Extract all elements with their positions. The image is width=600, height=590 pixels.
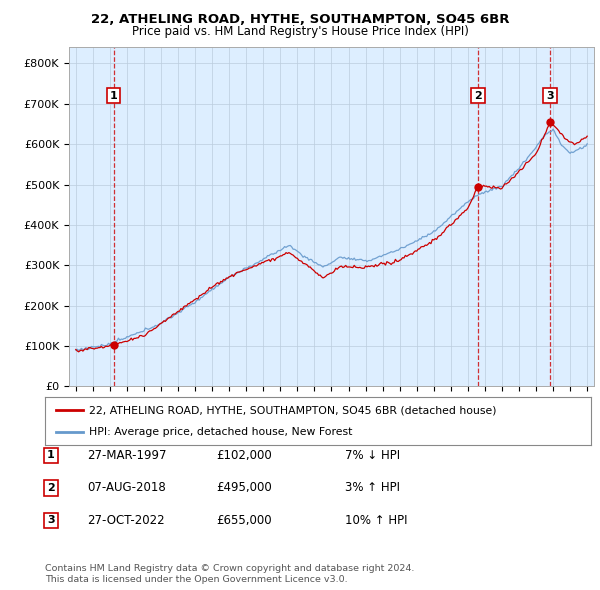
Text: £495,000: £495,000 [216, 481, 272, 494]
Text: 3% ↑ HPI: 3% ↑ HPI [345, 481, 400, 494]
Text: 1: 1 [110, 91, 118, 101]
Text: HPI: Average price, detached house, New Forest: HPI: Average price, detached house, New … [89, 427, 352, 437]
Text: 1: 1 [47, 451, 55, 460]
Text: £655,000: £655,000 [216, 514, 272, 527]
Text: 2: 2 [47, 483, 55, 493]
Text: 7% ↓ HPI: 7% ↓ HPI [345, 449, 400, 462]
Text: 27-OCT-2022: 27-OCT-2022 [87, 514, 164, 527]
Text: 3: 3 [47, 516, 55, 525]
Text: 3: 3 [546, 91, 554, 101]
Text: 07-AUG-2018: 07-AUG-2018 [87, 481, 166, 494]
Text: Price paid vs. HM Land Registry's House Price Index (HPI): Price paid vs. HM Land Registry's House … [131, 25, 469, 38]
Text: 22, ATHELING ROAD, HYTHE, SOUTHAMPTON, SO45 6BR (detached house): 22, ATHELING ROAD, HYTHE, SOUTHAMPTON, S… [89, 405, 496, 415]
Text: This data is licensed under the Open Government Licence v3.0.: This data is licensed under the Open Gov… [45, 575, 347, 584]
Text: 10% ↑ HPI: 10% ↑ HPI [345, 514, 407, 527]
Text: Contains HM Land Registry data © Crown copyright and database right 2024.: Contains HM Land Registry data © Crown c… [45, 565, 415, 573]
Text: 2: 2 [474, 91, 482, 101]
Text: 22, ATHELING ROAD, HYTHE, SOUTHAMPTON, SO45 6BR: 22, ATHELING ROAD, HYTHE, SOUTHAMPTON, S… [91, 13, 509, 26]
Text: 27-MAR-1997: 27-MAR-1997 [87, 449, 167, 462]
Text: £102,000: £102,000 [216, 449, 272, 462]
